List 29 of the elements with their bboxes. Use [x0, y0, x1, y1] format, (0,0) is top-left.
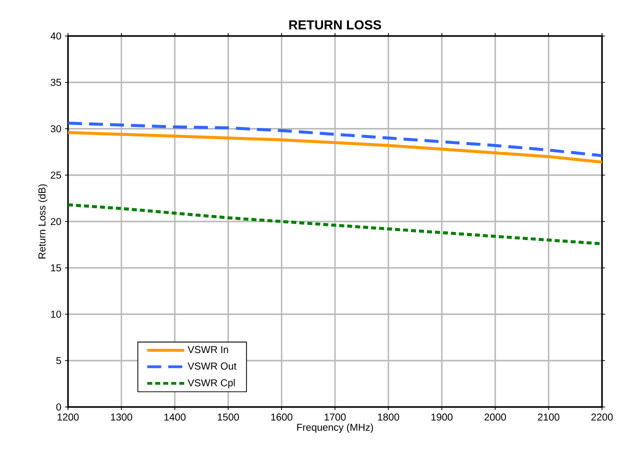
x-tick-label: 2200: [591, 414, 613, 421]
legend-label: VSWR In: [188, 346, 228, 354]
y-axis-title: Return Loss (dB): [38, 184, 48, 258]
y-tick-label: 30: [50, 125, 62, 132]
y-tick-label: 40: [50, 32, 62, 40]
y-tick-label: 25: [50, 172, 62, 179]
x-tick-label: 1300: [111, 414, 132, 421]
y-tick-label: 0: [56, 403, 62, 411]
y-tick-label: 35: [50, 78, 62, 86]
x-tick-label: 1800: [378, 414, 400, 421]
x-tick-label: 1500: [218, 414, 239, 421]
line-series: [68, 130, 602, 164]
legend-label: VSWR Cpl: [188, 379, 235, 388]
y-tick-label: 10: [51, 310, 62, 318]
x-tick-label: 1900: [431, 414, 453, 421]
x-tick-label: 1400: [164, 414, 186, 421]
x-axis-title: Frequency (MHz): [297, 423, 373, 433]
legend-label: VSWR Out: [188, 362, 236, 370]
line-series: [68, 203, 602, 246]
x-tick-label: 1700: [324, 414, 346, 421]
x-tick-label: 2000: [484, 414, 506, 421]
x-tick-label: 1200: [58, 414, 79, 421]
chart-title: RETURN LOSS: [289, 20, 382, 30]
x-tick-label: 1600: [271, 414, 292, 421]
y-tick-label: 5: [56, 357, 62, 364]
x-tick-label: 2100: [538, 414, 560, 421]
y-tick-label: 15: [51, 264, 62, 272]
line-series: [68, 122, 602, 158]
y-tick-label: 20: [50, 218, 62, 226]
